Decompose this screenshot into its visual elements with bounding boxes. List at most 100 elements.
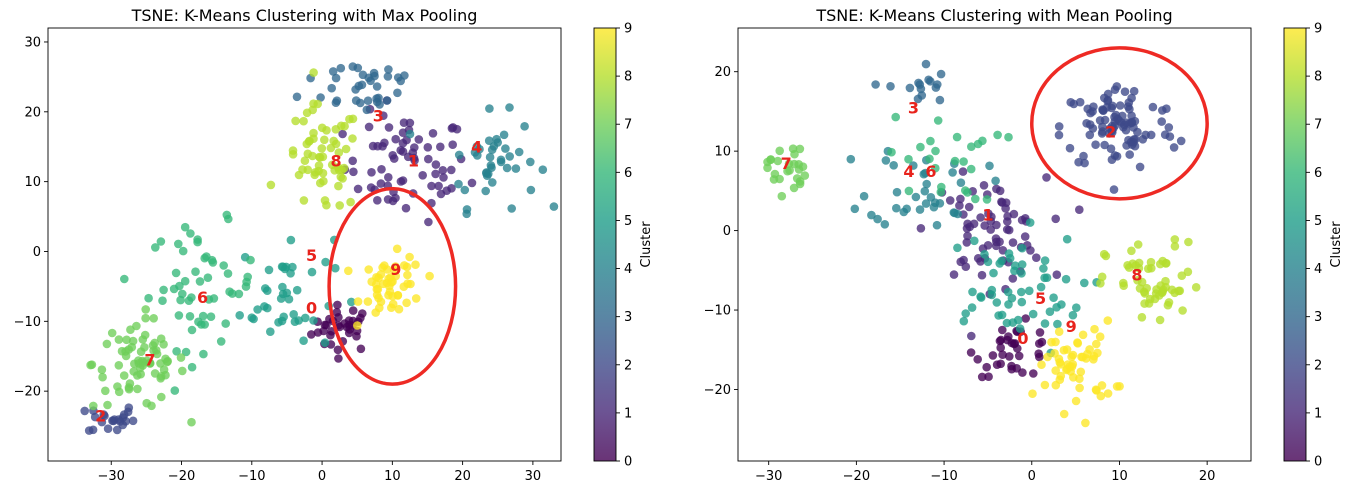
data-point — [889, 161, 898, 170]
x-tick-label: 20 — [1199, 469, 1216, 484]
data-point — [334, 148, 344, 157]
data-point — [1109, 185, 1119, 194]
data-point — [921, 199, 931, 208]
data-point — [242, 277, 251, 287]
data-point — [1061, 274, 1071, 284]
data-point — [932, 220, 942, 230]
y-tick-label: 30 — [24, 35, 41, 50]
data-point — [978, 136, 987, 146]
data-point — [486, 161, 496, 170]
colorbar-tick-label: 1 — [1314, 406, 1322, 421]
data-point — [1065, 143, 1075, 153]
data-point — [502, 163, 512, 173]
x-tick-label: 30 — [525, 469, 542, 484]
data-point — [331, 125, 341, 134]
data-point — [1142, 283, 1151, 293]
data-point — [1028, 309, 1038, 319]
data-point — [383, 72, 393, 81]
data-point — [1017, 287, 1026, 297]
data-point — [178, 366, 187, 376]
data-point — [187, 417, 196, 427]
colorbar-tick-label: 5 — [624, 214, 632, 229]
data-point — [199, 349, 208, 359]
data-point — [1054, 122, 1064, 131]
data-point — [403, 270, 412, 280]
data-point — [326, 330, 335, 340]
data-point — [935, 199, 945, 208]
data-point — [1052, 270, 1062, 280]
data-point — [373, 196, 382, 205]
data-point — [1088, 107, 1097, 116]
colorbar-tick-label: 8 — [624, 70, 632, 85]
data-point — [332, 308, 342, 317]
data-point — [113, 382, 122, 391]
data-point — [112, 425, 122, 435]
data-point — [216, 337, 226, 346]
data-point — [299, 196, 309, 205]
data-point — [379, 279, 388, 289]
data-point — [225, 287, 234, 297]
data-point — [1164, 298, 1174, 307]
x-tick-label: 20 — [454, 469, 471, 484]
data-point — [1176, 136, 1186, 146]
data-point — [1089, 355, 1098, 364]
data-point — [913, 94, 923, 104]
data-point — [327, 83, 337, 93]
data-point — [1040, 256, 1050, 265]
data-point — [391, 193, 400, 203]
data-point — [915, 205, 925, 214]
colorbar-frame — [1283, 27, 1307, 462]
data-point — [460, 185, 470, 195]
data-point — [964, 202, 974, 212]
data-point — [367, 168, 376, 177]
data-point — [538, 165, 548, 174]
data-point — [766, 155, 776, 164]
data-point — [892, 203, 901, 213]
data-point — [400, 261, 409, 270]
data-point — [1045, 307, 1055, 317]
data-point — [935, 95, 945, 105]
data-point — [161, 370, 170, 380]
data-point — [223, 269, 233, 278]
data-point — [1042, 273, 1052, 283]
x-tick-label: −10 — [930, 469, 957, 484]
data-point — [203, 273, 213, 283]
data-point — [973, 355, 982, 364]
data-point — [1017, 243, 1027, 253]
data-point — [1096, 391, 1106, 401]
data-point — [418, 171, 428, 180]
data-point — [1120, 87, 1130, 96]
data-point — [176, 295, 185, 305]
data-point — [1025, 218, 1035, 227]
data-point — [1075, 205, 1084, 214]
x-tick-label: 0 — [1028, 469, 1036, 484]
data-point — [315, 153, 325, 162]
data-point — [298, 165, 307, 174]
data-point — [846, 154, 856, 164]
data-point — [773, 156, 783, 166]
data-point — [187, 362, 197, 372]
data-point — [335, 201, 345, 210]
data-point — [958, 167, 968, 176]
data-point — [423, 143, 433, 152]
data-point — [1008, 318, 1018, 327]
data-point — [970, 236, 979, 246]
data-point — [374, 273, 383, 283]
data-point — [485, 152, 495, 162]
data-point — [892, 187, 902, 197]
data-point — [933, 116, 943, 125]
cluster-label: 1 — [982, 206, 993, 225]
data-point — [309, 68, 318, 77]
data-point — [307, 267, 317, 277]
data-point — [1005, 352, 1014, 361]
data-point — [127, 342, 137, 352]
data-point — [362, 105, 372, 115]
colorbar-tick-label: 5 — [1314, 214, 1322, 229]
data-point — [140, 343, 149, 352]
data-point — [176, 353, 186, 362]
data-point — [963, 231, 972, 241]
data-point — [393, 88, 402, 98]
data-point — [313, 328, 323, 337]
data-point — [1008, 238, 1018, 247]
data-point — [1103, 389, 1113, 398]
